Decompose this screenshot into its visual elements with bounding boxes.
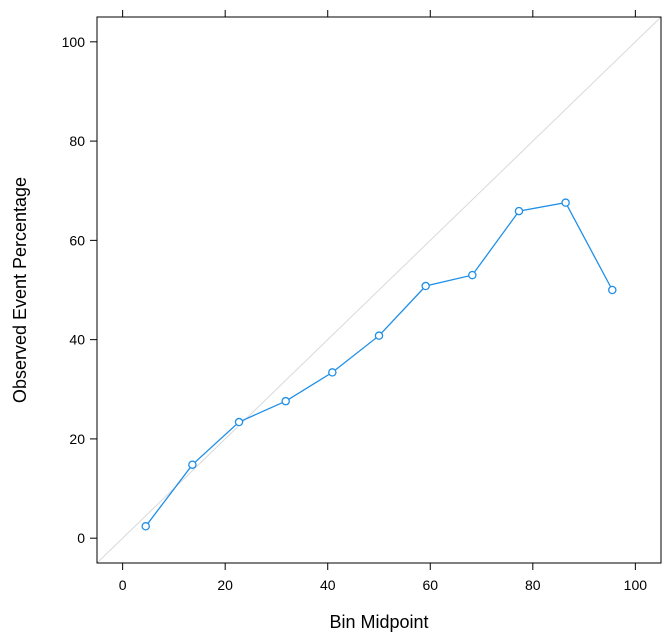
series-layer (145, 201, 613, 527)
x-tick-label: 80 (525, 577, 541, 593)
data-point (328, 368, 337, 377)
reference-layer (96, 16, 662, 564)
data-point (234, 417, 244, 427)
data-point (374, 331, 384, 340)
y-tick-label: 80 (69, 133, 85, 149)
plot-frame (96, 16, 662, 564)
y-tick-label: 60 (69, 232, 85, 248)
data-point (188, 460, 197, 469)
reference-diagonal-line (96, 16, 662, 564)
x-tick-label: 20 (217, 577, 233, 593)
data-point (608, 285, 617, 295)
data-point (421, 281, 430, 291)
y-tick-label: 20 (69, 431, 85, 447)
y-tick-label: 100 (62, 34, 86, 50)
data-point (141, 522, 150, 531)
x-ticks-layer: 0 20 40 60 80 100 (119, 10, 648, 593)
x-tick-label: 60 (422, 577, 438, 593)
data-point (561, 198, 570, 207)
y-ticks-layer: 0 20 40 60 80 100 (62, 34, 97, 546)
y-axis-title: Observed Event Percentage (10, 177, 30, 403)
y-tick-label: 0 (77, 530, 85, 546)
data-point (468, 270, 477, 280)
y-tick-label: 40 (69, 332, 85, 348)
x-tick-label: 100 (624, 577, 648, 593)
points-layer (141, 198, 617, 531)
data-point (514, 206, 524, 216)
x-tick-label: 40 (320, 577, 336, 593)
x-tick-label: 0 (119, 577, 127, 593)
data-point (281, 396, 290, 406)
series-line (145, 201, 613, 527)
x-axis-title: Bin Midpoint (329, 612, 428, 632)
